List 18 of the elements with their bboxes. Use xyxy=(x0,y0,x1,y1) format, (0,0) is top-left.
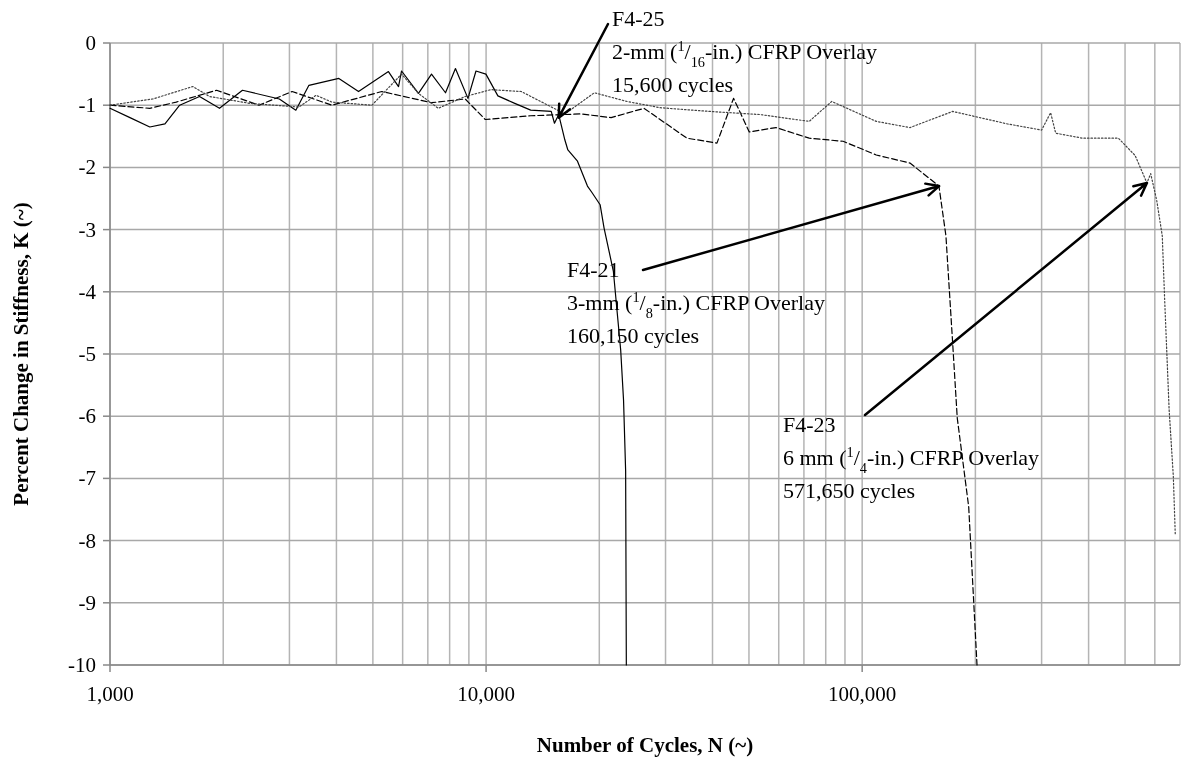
x-tick-label: 1,000 xyxy=(86,682,134,706)
y-tick-label: 0 xyxy=(85,31,96,55)
y-axis-title: Percent Change in Stiffness, K (~) xyxy=(9,202,33,506)
annotation: F4-25 2-mm ($^{1}$/$_{16}$-in.) CFRP Overlay 15,600 cycles xyxy=(612,6,878,97)
y-tick-label: -7 xyxy=(78,466,96,491)
x-tick-label: 100,000 xyxy=(828,682,897,706)
x-tick-label: 10,000 xyxy=(457,682,515,706)
y-tick-label: -4 xyxy=(78,279,97,304)
y-tick-label: -8 xyxy=(78,528,96,553)
y-tick-label: -5 xyxy=(78,342,96,366)
y-tick-label: -9 xyxy=(78,590,96,615)
x-axis-title: Number of Cycles, N (~) xyxy=(536,733,754,757)
y-tick-label: -2 xyxy=(78,155,96,180)
y-tick-label: -10 xyxy=(68,653,96,677)
y-tick-label: -3 xyxy=(78,217,96,242)
annotation: F4-23 6 mm ($^{1}$/$_{4}$-in.) CFRP Overlay 571,650 cycles xyxy=(783,412,1040,503)
y-tick-label: -6 xyxy=(78,404,96,429)
y-tick-label: -1 xyxy=(78,93,96,118)
